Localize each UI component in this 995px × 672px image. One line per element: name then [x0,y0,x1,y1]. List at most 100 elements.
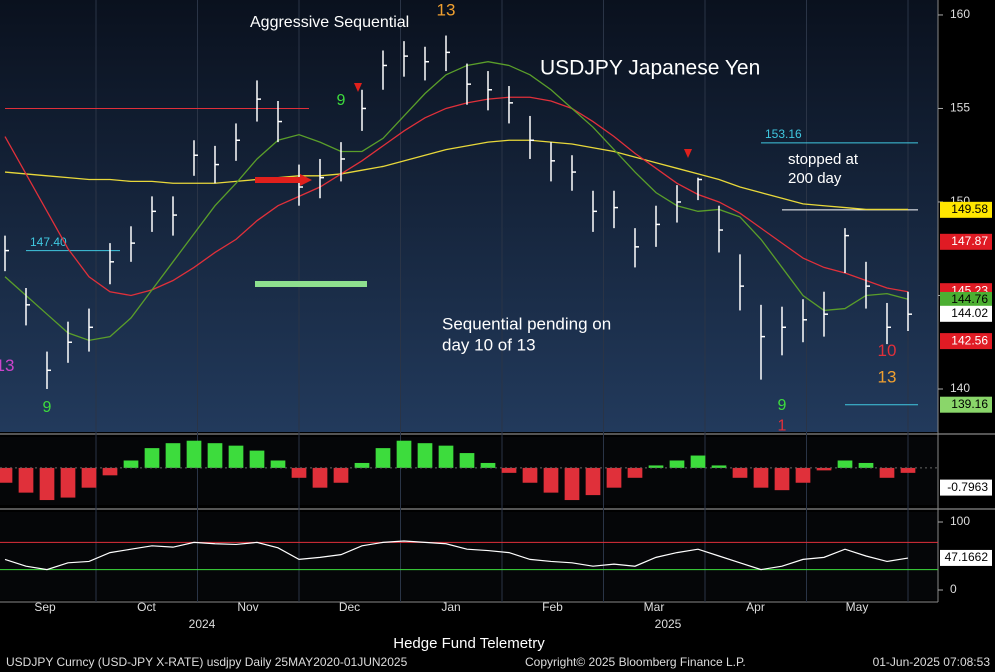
price-tag-label: 147.87 [951,234,988,248]
x-tick-label: Feb [542,600,563,614]
histogram-bar [249,450,265,468]
footer-copyright: Copyright© 2025 Bloomberg Finance L.P. [525,655,746,669]
y-tick-label: 0 [950,582,957,596]
oscillator-tag-label: 47.1662 [945,550,989,564]
histogram-bar [669,460,685,468]
histogram-bar [39,467,55,501]
moving-average [4,61,909,342]
histogram-bar [396,440,412,468]
annotation: stopped at [788,151,859,168]
signal-bar [255,281,367,287]
price-tag [940,291,992,308]
histogram-bar [564,467,580,501]
oscillator-line [4,540,909,571]
moving-average [4,139,908,211]
y-tick-label: 140 [950,381,970,395]
histogram-bar [816,467,832,471]
histogram-bar [501,467,517,473]
histogram-bar [774,467,790,491]
histogram-bar [228,445,244,468]
signal-arrow [300,174,312,186]
histogram-bar [585,467,601,496]
y-tick-label: 160 [950,7,970,21]
price-tag [940,396,992,413]
annotation: Aggressive Sequential [250,14,409,31]
histogram-bar [354,462,370,468]
annotation: day 10 of 13 [442,335,536,354]
histogram-bar [900,467,916,473]
histogram-bar [60,467,76,498]
price-tag-label: 144.02 [951,306,988,320]
histogram-bar [795,467,811,483]
year-label: 2024 [189,617,216,631]
histogram-bar [144,448,160,468]
histogram-bar [417,443,433,468]
price-panel [0,0,938,432]
x-tick-label: Sep [34,600,56,614]
sequential-count: 9 [778,397,787,414]
histogram-bar [186,440,202,468]
histogram-bar [18,467,34,493]
histogram-bar [312,467,328,488]
price-tag-label: 144.76 [951,292,988,306]
annotation: Sequential pending on [442,314,611,333]
histogram-bar [732,467,748,478]
level-label: 153.16 [765,127,802,141]
histogram-bar [711,465,727,468]
histogram-bar [522,467,538,483]
footer-ticker: USDJPY Curncy (USD-JPY X-RATE) usdjpy Da… [6,655,408,669]
histogram-bar [858,462,874,468]
histogram-bar [753,467,769,488]
sequential-count: 13 [0,356,14,375]
x-tick-label: Apr [746,600,765,614]
x-tick-label: Oct [137,600,156,614]
histogram-tag-label: -0.7963 [947,480,988,494]
histogram-bar [165,443,181,468]
x-tick-label: May [846,600,869,614]
histogram-bar [879,467,895,478]
histogram-bar [480,462,496,468]
signal-bar [255,177,300,183]
sell-arrow [684,149,692,158]
x-tick-label: Mar [644,600,665,614]
footer-title: Hedge Fund Telemetry [393,635,545,652]
y-tick-label: 155 [950,101,970,115]
histogram-bar [690,455,706,468]
histogram-bar [207,443,223,468]
sequential-count: 13 [878,367,897,386]
oscillator-tag [940,549,992,566]
chart-title: USDJPY Japanese Yen [540,57,760,80]
annotation: 200 day [788,170,842,187]
histogram-bar [459,453,475,468]
histogram-bar [123,460,139,468]
histogram-bar [627,467,643,478]
histogram-bar [375,448,391,468]
x-tick-label: Jan [441,600,460,614]
sequential-count: 10 [878,341,897,360]
histogram-bar [0,467,13,483]
sequential-count: 9 [337,92,346,109]
sequential-count: 13 [437,1,456,20]
year-label: 2025 [655,617,682,631]
x-tick-label: Nov [237,600,258,614]
price-tag [940,305,992,322]
histogram-bar [333,467,349,483]
sequential-count: 9 [43,399,52,416]
sell-arrow [354,83,362,92]
histogram-bar [438,445,454,468]
moving-average [4,96,909,297]
histogram-bar [543,467,559,493]
histogram-bar [81,467,97,488]
price-tag [940,233,992,250]
price-tag-label: 142.56 [951,333,988,347]
level-label: 147.40 [30,235,67,249]
price-tag-label: 139.16 [951,397,988,411]
histogram-bar [837,460,853,468]
x-tick-label: Dec [339,600,360,614]
histogram-tag [940,479,992,496]
sequential-count: 1 [778,418,787,435]
price-tag [940,333,992,350]
histogram-bar [291,467,307,478]
histogram-bar [102,467,118,476]
